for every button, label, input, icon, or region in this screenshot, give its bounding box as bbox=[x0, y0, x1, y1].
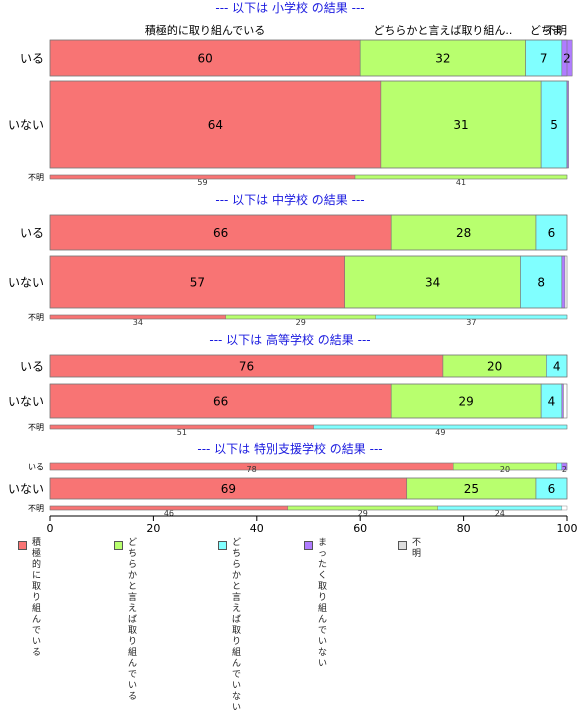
column-header: 不明 bbox=[545, 24, 567, 37]
legend-label: どちらかと言えば 取り組んでいない bbox=[232, 538, 242, 713]
data-label: 60 bbox=[197, 52, 212, 66]
panel-title: --- 以下は 小学校 の結果 --- bbox=[215, 0, 364, 15]
row-label: いない bbox=[8, 482, 44, 496]
data-label: 8 bbox=[537, 276, 545, 290]
data-label: 66 bbox=[213, 226, 228, 240]
data-label: 29 bbox=[459, 395, 474, 409]
bar-frame bbox=[49, 174, 568, 180]
data-label: 78 bbox=[247, 465, 257, 474]
legend-swatch bbox=[18, 541, 27, 550]
data-label: 59 bbox=[197, 178, 207, 187]
legend-label: まったく 取り組んでいない bbox=[318, 538, 328, 669]
row-label: いる bbox=[20, 52, 44, 66]
row-label: 不明 bbox=[28, 313, 44, 322]
bar-segment bbox=[520, 255, 563, 309]
bar-frame bbox=[49, 39, 568, 77]
legend-swatch bbox=[304, 541, 313, 550]
bar-frame bbox=[49, 505, 568, 511]
x-tick-label: 60 bbox=[353, 522, 367, 535]
column-header: どちま bbox=[530, 24, 563, 37]
bar-segment bbox=[380, 80, 542, 169]
data-label: 57 bbox=[190, 276, 205, 290]
bar-frame bbox=[49, 462, 568, 471]
bar-segment bbox=[561, 255, 566, 309]
x-tick-label: 100 bbox=[557, 522, 578, 535]
data-label: 49 bbox=[435, 428, 445, 437]
legend-swatch bbox=[114, 541, 123, 550]
bar-frame bbox=[49, 477, 568, 500]
data-label: 25 bbox=[464, 482, 479, 496]
bar-frame bbox=[49, 255, 568, 309]
column-header: どちらかと言えば取り組ん.. bbox=[373, 24, 512, 37]
bar-segment bbox=[344, 255, 521, 309]
data-label: 28 bbox=[456, 226, 471, 240]
legend-swatch bbox=[398, 541, 407, 550]
bar-frame bbox=[49, 80, 568, 169]
data-label: 32 bbox=[435, 52, 450, 66]
row-label: いる bbox=[20, 226, 44, 240]
data-label: 31 bbox=[453, 118, 468, 132]
bar-segment bbox=[49, 214, 392, 251]
data-label: 24 bbox=[495, 509, 505, 518]
row-label: いない bbox=[8, 395, 44, 409]
row-label: 不明 bbox=[28, 423, 44, 432]
data-label: 6 bbox=[548, 482, 556, 496]
data-label: 34 bbox=[425, 276, 440, 290]
panel-title: --- 以下は 中学校 の結果 --- bbox=[215, 192, 364, 207]
bar-segment bbox=[535, 214, 568, 251]
x-tick-label: 20 bbox=[146, 522, 160, 535]
data-label: 4 bbox=[548, 395, 556, 409]
bar-frame bbox=[49, 314, 568, 320]
data-label: 29 bbox=[296, 318, 306, 327]
data-label: 51 bbox=[177, 428, 187, 437]
row-label: いる bbox=[28, 463, 44, 472]
bar-segment bbox=[561, 383, 564, 419]
bar-frame bbox=[49, 214, 568, 251]
row-label: いない bbox=[8, 276, 44, 290]
x-tick-label: 0 bbox=[47, 522, 54, 535]
row-label: いる bbox=[20, 360, 44, 374]
data-label: 2 bbox=[562, 465, 567, 474]
legend: 積極的に 取り組んでいる どちらかと言えば 取り組んでいる どちらかと言えば 取り組… bbox=[18, 538, 578, 713]
bar-frame bbox=[49, 424, 568, 430]
data-label: 41 bbox=[456, 178, 466, 187]
data-label: 69 bbox=[221, 482, 236, 496]
legend-label: 積極的に 取り組んでいる bbox=[32, 538, 42, 658]
data-label: 6 bbox=[548, 226, 556, 240]
bar-segment bbox=[49, 255, 345, 309]
row-label: いない bbox=[8, 118, 44, 132]
data-label: 20 bbox=[500, 465, 510, 474]
data-label: 37 bbox=[466, 318, 476, 327]
data-label: 4 bbox=[553, 360, 561, 374]
legend-label: どちらかと言えば 取り組んでいる bbox=[128, 538, 138, 702]
panel-title: --- 以下は 特別支援学校 の結果 --- bbox=[197, 441, 382, 456]
data-label: 66 bbox=[213, 395, 228, 409]
data-label: 46 bbox=[164, 509, 174, 518]
data-label: 5 bbox=[550, 118, 558, 132]
bar-frame bbox=[49, 383, 568, 419]
column-header: 積極的に取り組んでいる bbox=[145, 23, 265, 37]
bar-frame bbox=[49, 354, 568, 378]
data-label: 34 bbox=[133, 318, 143, 327]
data-label: 64 bbox=[208, 118, 223, 132]
x-tick-label: 40 bbox=[250, 522, 264, 535]
data-label: 76 bbox=[239, 360, 254, 374]
row-label: 不明 bbox=[28, 173, 44, 182]
panel-title: --- 以下は 高等学校 の結果 --- bbox=[209, 332, 370, 347]
data-label: 29 bbox=[358, 509, 368, 518]
x-tick-label: 80 bbox=[457, 522, 471, 535]
legend-label: 不明 bbox=[412, 538, 422, 559]
data-label: 20 bbox=[487, 360, 502, 374]
legend-swatch bbox=[218, 541, 227, 550]
data-label: 7 bbox=[540, 52, 548, 66]
row-label: 不明 bbox=[28, 504, 44, 513]
